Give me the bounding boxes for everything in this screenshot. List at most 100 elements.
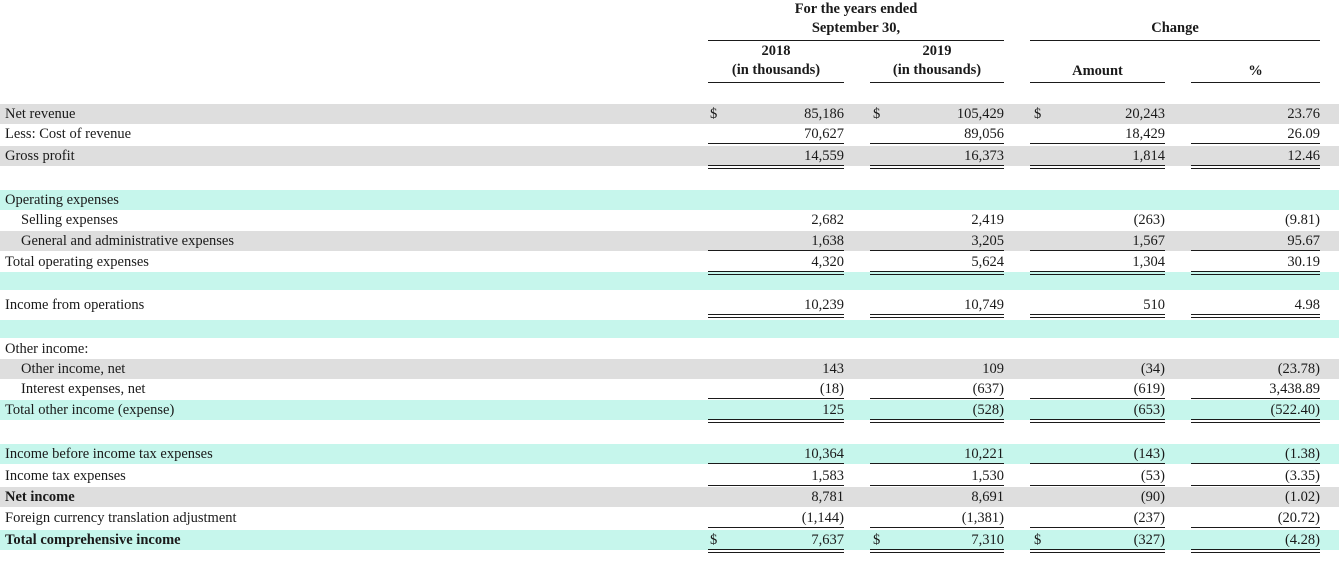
cell-v2019: 2,419	[971, 212, 1004, 228]
total-underline	[708, 271, 844, 272]
cell-amount: (34)	[1140, 361, 1165, 377]
total-underline	[1030, 419, 1165, 420]
row-label: General and administrative expenses	[21, 233, 234, 249]
column-header-amount: Amount	[1072, 63, 1123, 79]
cell-v2018: 70,627	[804, 126, 844, 142]
cell-v2019: 10,749	[964, 297, 1004, 313]
cell-percent: (1.38)	[1284, 446, 1320, 462]
total-underline	[870, 165, 1004, 166]
cell-percent: (23.78)	[1277, 361, 1320, 377]
table-row: Operating expenses	[0, 190, 1339, 210]
column-header-percent-rule	[1191, 82, 1320, 83]
total-underline	[870, 250, 1004, 251]
total-double-underline	[870, 168, 1004, 169]
total-double-underline	[870, 422, 1004, 423]
cell-percent: 3,438.89	[1269, 381, 1320, 397]
cell-percent: (20.72)	[1277, 510, 1320, 526]
row-label: Selling expenses	[21, 212, 119, 228]
cell-percent: (9.81)	[1284, 212, 1320, 228]
total-double-underline	[1191, 274, 1320, 275]
table-row: Other income:	[0, 339, 1339, 359]
cell-v2018: 7,637	[811, 532, 844, 548]
total-double-underline	[1191, 168, 1320, 169]
total-underline	[708, 549, 844, 550]
total-underline	[870, 143, 1004, 144]
total-double-underline	[708, 422, 844, 423]
row-label: Foreign currency translation adjustment	[5, 510, 237, 526]
row-label: Total other income (expense)	[5, 402, 175, 418]
total-double-underline	[1191, 317, 1320, 318]
cell-percent: 30.19	[1287, 254, 1320, 270]
currency-symbol: $	[1034, 532, 1042, 548]
period-title-line-2: September 30,	[811, 20, 901, 36]
total-double-underline	[1030, 168, 1165, 169]
currency-symbol: $	[873, 532, 881, 548]
currency-symbol: $	[873, 106, 881, 122]
cell-percent: 4.98	[1294, 297, 1320, 313]
cell-v2019: (637)	[972, 381, 1004, 397]
cell-v2018: 1,638	[811, 233, 844, 249]
cell-percent: (4.28)	[1284, 532, 1320, 548]
table-row: Interest expenses, net (18) (637) (619) 3,43…	[0, 379, 1339, 399]
cell-percent: 12.46	[1287, 148, 1320, 164]
currency-symbol: $	[1034, 106, 1042, 122]
cell-v2019: 7,310	[971, 532, 1004, 548]
row-label: Net income	[5, 489, 75, 505]
row-label: Total operating expenses	[5, 254, 149, 270]
cell-v2018: 125	[822, 402, 844, 418]
cell-amount: (653)	[1133, 402, 1165, 418]
cell-v2018: 143	[822, 361, 844, 377]
total-underline	[1030, 165, 1165, 166]
table-row: Other income, net 143 109 (34) (23.78)	[0, 359, 1339, 379]
total-double-underline	[1191, 422, 1320, 423]
column-header-amount-rule	[1030, 82, 1165, 83]
total-underline	[870, 527, 1004, 528]
column-header-2019: 2019 (in thousands)	[870, 42, 1004, 80]
cell-amount: 18,429	[1125, 126, 1165, 142]
cell-amount: (90)	[1140, 489, 1165, 505]
total-underline	[1030, 549, 1165, 550]
cell-percent: 95.67	[1287, 233, 1320, 249]
total-underline	[708, 165, 844, 166]
table-row: Net income 8,781 8,691 (90) (1.02)	[0, 487, 1339, 507]
cell-amount: 1,304	[1132, 254, 1165, 270]
total-underline	[1191, 485, 1320, 486]
total-underline	[1030, 527, 1165, 528]
total-double-underline	[708, 552, 844, 553]
table-row: Total operating expenses 4,320 5,624 1,304 3…	[0, 252, 1339, 272]
total-double-underline	[1030, 552, 1165, 553]
cell-amount: 20,243	[1125, 106, 1165, 122]
cell-v2019: 5,624	[971, 254, 1004, 270]
cell-v2019: 3,205	[971, 233, 1004, 249]
total-underline	[1030, 143, 1165, 144]
cell-v2019: 105,429	[956, 106, 1004, 122]
spacer-band	[0, 272, 1339, 290]
total-underline	[1191, 250, 1320, 251]
currency-symbol: $	[710, 106, 718, 122]
total-double-underline	[870, 317, 1004, 318]
table-row: General and administrative expenses 1,638…	[0, 231, 1339, 251]
row-label: Income before income tax expenses	[5, 446, 213, 462]
total-underline	[870, 485, 1004, 486]
section-heading: Other income:	[5, 341, 89, 357]
cell-v2019: 10,221	[964, 446, 1004, 462]
row-label: Total comprehensive income	[5, 532, 181, 548]
table-row: Income from operations 10,239 10,749 510 4.9…	[0, 295, 1339, 315]
total-underline	[1191, 527, 1320, 528]
column-header-2018-year: 2018	[761, 43, 791, 59]
cell-percent: 23.76	[1287, 106, 1320, 122]
total-underline	[1191, 398, 1320, 399]
cell-amount: (619)	[1133, 381, 1165, 397]
cell-v2018: 1,583	[811, 468, 844, 484]
total-double-underline	[1030, 317, 1165, 318]
total-underline	[870, 314, 1004, 315]
total-underline	[1191, 165, 1320, 166]
cell-percent: (1.02)	[1284, 489, 1320, 505]
row-label: Income tax expenses	[5, 468, 126, 484]
cell-amount: 1,814	[1132, 148, 1165, 164]
total-underline	[708, 314, 844, 315]
total-underline	[708, 250, 844, 251]
total-underline	[708, 463, 844, 464]
cell-v2018: 4,320	[811, 254, 844, 270]
cell-amount: (327)	[1133, 532, 1165, 548]
